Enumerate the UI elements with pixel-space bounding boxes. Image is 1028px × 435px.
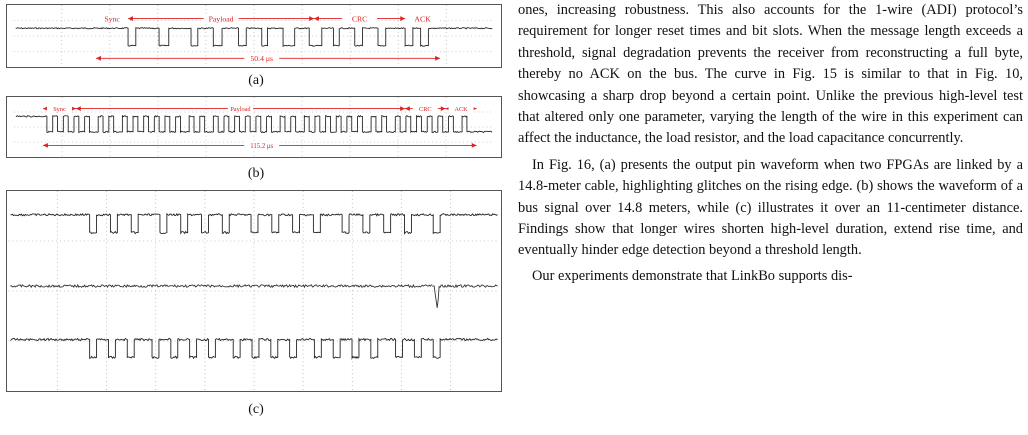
segment-label-a-1: Payload [209,14,234,23]
body-text-column: ones, increasing robustness. This also a… [518,0,1023,287]
scope-panel-c [6,190,502,392]
duration-label-bg-b [244,141,280,151]
segment-arrow-b-2-head-right [440,106,446,112]
segment-arrow-b-2-head-left [404,106,410,112]
waveform-c-middle [10,283,433,289]
duration-arrow-b-head-left [43,142,48,148]
caption-c: (c) [248,402,264,417]
scope-panel-a: Sync Payload CRC ACK 50.4 μs [6,4,502,68]
duration-arrow-a-head-right [435,55,440,61]
segment-label-b-3: ACK [454,106,468,113]
duration-label-b: 115.2 μs [250,143,273,150]
segment-label-bg-a-1 [203,13,239,24]
segment-arrow-a-1-head-right [309,16,315,21]
segment-arrow-a-2-head-left [314,16,319,21]
segment-arrow-b-1-head-left [75,106,81,112]
duration-label-bg-a [244,53,280,64]
duration-label-a: 50.4 μs [250,54,273,63]
scope-panel-b: Sync Payload CRC ACK 115.2 μs [6,96,502,158]
segment-arrow-b-0-head-right [71,106,76,112]
segment-label-a-0: Sync [104,14,120,23]
segment-arrow-a-1-head-left [128,16,133,21]
segment-label-bg-b-1 [227,104,254,114]
segment-label-bg-a-3 [405,13,440,24]
waveform-a [15,26,493,48]
segment-label-bg-b-2 [412,104,438,114]
segment-label-bg-a-2 [342,13,378,24]
segment-label-b-1: Payload [230,106,251,113]
waveform-c-glitch [432,285,440,308]
segment-label-bg-b-3 [448,104,474,114]
paragraph-3: Our experiments demonstrate that LinkBo … [532,267,853,284]
segment-arrow-a-2-head-right [400,16,406,21]
paragraph-2: In Fig. 16, (a) presents the output pin … [518,156,1023,259]
waveform-c-svg [8,191,500,391]
segment-label-a-2: CRC [352,14,368,23]
caption-a: (a) [248,73,264,88]
segment-label-b-0: Sync [53,106,66,113]
caption-b: (b) [247,166,265,181]
duration-arrow-b-head-right [471,142,477,148]
segment-label-b-2: CRC [419,106,432,113]
waveform-c-top [10,212,498,235]
segment-label-bg-b-0 [46,104,73,114]
segment-label-bg-a-0 [94,13,130,24]
waveform-b [15,114,493,134]
waveform-c-middle-tail [439,283,498,289]
segment-label-a-3: ACK [414,14,431,23]
segment-arrow-b-0-head-left [43,106,48,112]
segment-arrow-b-1-head-right [400,106,405,112]
waveform-b-svg: Sync Payload CRC ACK 115.2 μs [13,97,494,157]
paragraph-1: ones, increasing robustness. This also a… [518,2,1023,147]
waveform-a-svg: Sync Payload CRC ACK 50.4 μs [13,5,495,67]
waveform-c-bottom [10,337,498,360]
duration-arrow-a-head-left [96,55,101,61]
